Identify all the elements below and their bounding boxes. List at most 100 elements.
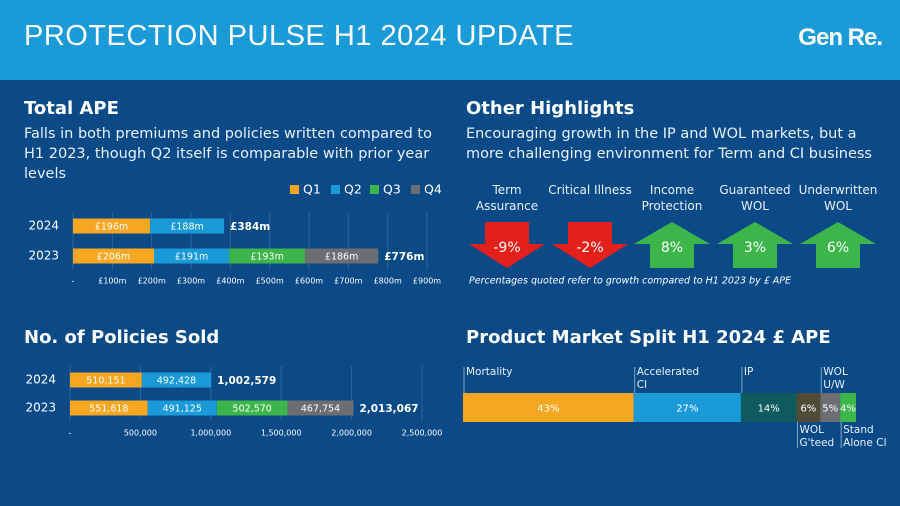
value-label: £191m bbox=[175, 252, 208, 263]
total-label: 1,002,579 bbox=[217, 375, 276, 387]
section-title: Total APE bbox=[24, 98, 119, 119]
legend-label: Q2 bbox=[344, 182, 362, 197]
value-label: 6% bbox=[800, 404, 816, 415]
x-tick-label: - bbox=[69, 429, 72, 438]
section-title: Product Market Split H1 2024 £ APE bbox=[466, 327, 831, 348]
section-title: No. of Policies Sold bbox=[24, 327, 220, 348]
split-segment bbox=[840, 393, 857, 422]
split-segment bbox=[633, 393, 741, 422]
bar-segment bbox=[229, 248, 306, 264]
highlight-value: 6% bbox=[827, 240, 849, 256]
x-tick-label: 1,000,000 bbox=[190, 429, 231, 438]
highlight-value: 8% bbox=[661, 240, 683, 256]
x-tick-label: 500,000 bbox=[124, 429, 157, 438]
value-label: 551,618 bbox=[89, 404, 128, 415]
value-label: 510,151 bbox=[86, 376, 125, 387]
split-segment bbox=[796, 393, 821, 422]
header bbox=[0, 0, 900, 80]
y-tick-label: 2024 bbox=[28, 219, 59, 233]
bar-segment bbox=[73, 218, 151, 234]
x-tick-label: £300m bbox=[177, 277, 205, 286]
arrow-up bbox=[800, 222, 876, 268]
value-label: 4% bbox=[840, 404, 856, 415]
highlight-label: Underwritten WOL bbox=[798, 183, 878, 213]
highlight-label: Guaranteed WOL bbox=[719, 183, 791, 213]
arrow-down bbox=[469, 222, 545, 268]
bar-segment bbox=[141, 372, 212, 388]
legend-label: Q4 bbox=[424, 182, 442, 197]
x-tick-label: £900m bbox=[413, 277, 441, 286]
highlight-label: Income Protection bbox=[641, 183, 703, 213]
value-label: £188m bbox=[170, 222, 203, 233]
value-label: 43% bbox=[537, 404, 559, 415]
bar-segment bbox=[150, 218, 225, 234]
x-tick-label: 2,000,000 bbox=[331, 429, 372, 438]
note: Percentages quoted refer to growth compa… bbox=[469, 276, 791, 287]
value-label: £186m bbox=[325, 252, 358, 263]
segment-label: Mortality bbox=[466, 366, 513, 378]
value-label: £206m bbox=[97, 252, 130, 263]
section-subtitle: Encouraging growth in the IP and WOL mar… bbox=[466, 126, 872, 162]
value-label: 27% bbox=[676, 404, 698, 415]
value-label: £193m bbox=[250, 252, 283, 263]
x-tick-label: £600m bbox=[295, 277, 323, 286]
value-label: 491,125 bbox=[163, 404, 202, 415]
bar-segment bbox=[70, 400, 148, 416]
x-tick-label: £800m bbox=[374, 277, 402, 286]
bar-segment bbox=[287, 400, 354, 416]
bar-segment bbox=[73, 248, 155, 264]
split-segment bbox=[463, 393, 634, 422]
highlight-label: Critical Illness bbox=[548, 183, 632, 197]
total-label: £384m bbox=[230, 221, 270, 233]
value-label: £196m bbox=[95, 222, 128, 233]
x-tick-label: £700m bbox=[334, 277, 362, 286]
segment-label: WOL G'teed bbox=[799, 424, 835, 449]
logo: Gen Re. bbox=[798, 24, 883, 51]
x-tick-label: 1,500,000 bbox=[261, 429, 302, 438]
highlight-label: Term Assurance bbox=[475, 183, 539, 213]
segment-label: Stand Alone CI bbox=[843, 424, 887, 449]
legend-swatch bbox=[411, 185, 420, 194]
arrow-up bbox=[634, 222, 710, 268]
value-label: 467,754 bbox=[301, 404, 340, 415]
split-segment bbox=[820, 393, 841, 422]
bar-segment bbox=[154, 248, 230, 264]
highlight-value: 3% bbox=[744, 240, 766, 256]
bar-segment bbox=[216, 400, 288, 416]
arrow-up bbox=[717, 222, 793, 268]
legend-swatch bbox=[331, 185, 340, 194]
segment-label: Accelerated CI bbox=[636, 366, 700, 391]
x-tick-label: £200m bbox=[138, 277, 166, 286]
section-title: Other Highlights bbox=[466, 98, 635, 119]
arrow-down bbox=[552, 222, 628, 268]
bar-segment bbox=[147, 400, 217, 416]
legend-label: Q1 bbox=[303, 182, 321, 197]
split-segment bbox=[740, 393, 797, 422]
legend-swatch bbox=[290, 185, 299, 194]
segment-label: IP bbox=[743, 366, 754, 378]
x-tick-label: - bbox=[72, 277, 75, 286]
y-tick-label: 2023 bbox=[25, 401, 56, 415]
highlight-value: -2% bbox=[576, 240, 603, 256]
x-tick-label: £100m bbox=[98, 277, 126, 286]
x-tick-label: £400m bbox=[216, 277, 244, 286]
value-label: 14% bbox=[758, 404, 780, 415]
highlight-value: -9% bbox=[493, 240, 520, 256]
value-label: 502,570 bbox=[233, 404, 272, 415]
x-tick-label: £500m bbox=[256, 277, 284, 286]
total-label: 2,013,067 bbox=[359, 403, 418, 415]
bar-segment bbox=[70, 372, 142, 388]
y-tick-label: 2024 bbox=[25, 373, 56, 387]
legend-label: Q3 bbox=[383, 182, 401, 197]
legend-swatch bbox=[370, 185, 379, 194]
total-label: £776m bbox=[384, 251, 424, 263]
value-label: 492,428 bbox=[157, 376, 196, 387]
slide-title: PROTECTION PULSE H1 2024 UPDATE bbox=[24, 20, 575, 52]
section-subtitle: Falls in both premiums and policies writ… bbox=[24, 126, 432, 182]
value-label: 5% bbox=[822, 404, 838, 415]
y-tick-label: 2023 bbox=[28, 249, 59, 263]
segment-label: WOL U/W bbox=[823, 366, 848, 391]
x-tick-label: 2,500,000 bbox=[402, 429, 443, 438]
